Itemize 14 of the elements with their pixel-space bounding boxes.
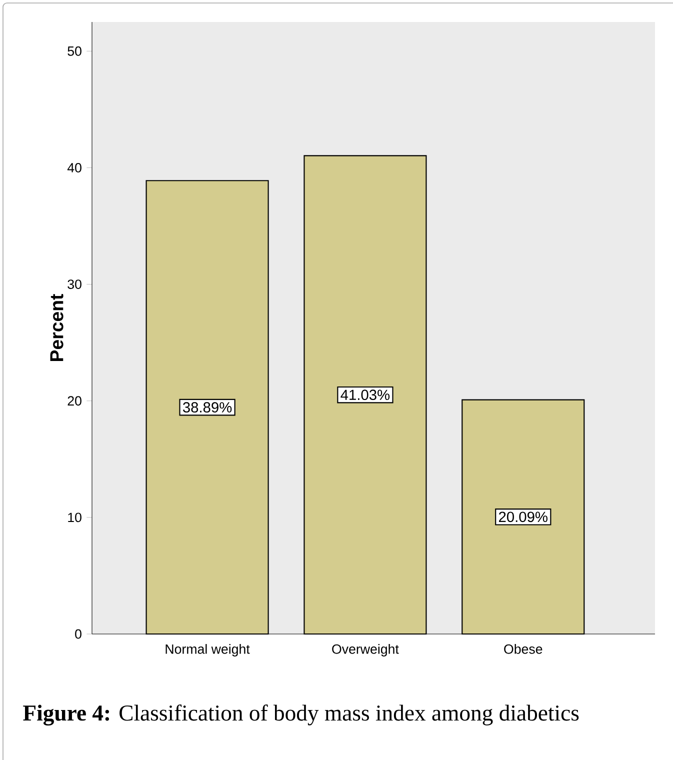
data-label: 20.09% <box>498 512 548 522</box>
data-label: 38.89% <box>182 402 232 413</box>
y-tick-label: 20 <box>68 396 82 406</box>
y-tick-label: 0 <box>75 629 82 639</box>
y-tick-label: 40 <box>67 163 82 172</box>
y-tick-label: 10 <box>68 512 82 522</box>
x-tick-label: Overweight <box>332 644 399 656</box>
x-tick-label: Normal weight <box>166 644 250 656</box>
text: Figure 4: Classification of body mass index among diabetics <box>23 704 579 726</box>
y-axis-title: Percent <box>50 294 64 361</box>
y-tick-label: 30 <box>68 280 82 289</box>
data-label: 41.03% <box>340 390 390 400</box>
x-tick-label: Obese <box>504 644 542 654</box>
y-tick-label: 50 <box>68 46 82 56</box>
